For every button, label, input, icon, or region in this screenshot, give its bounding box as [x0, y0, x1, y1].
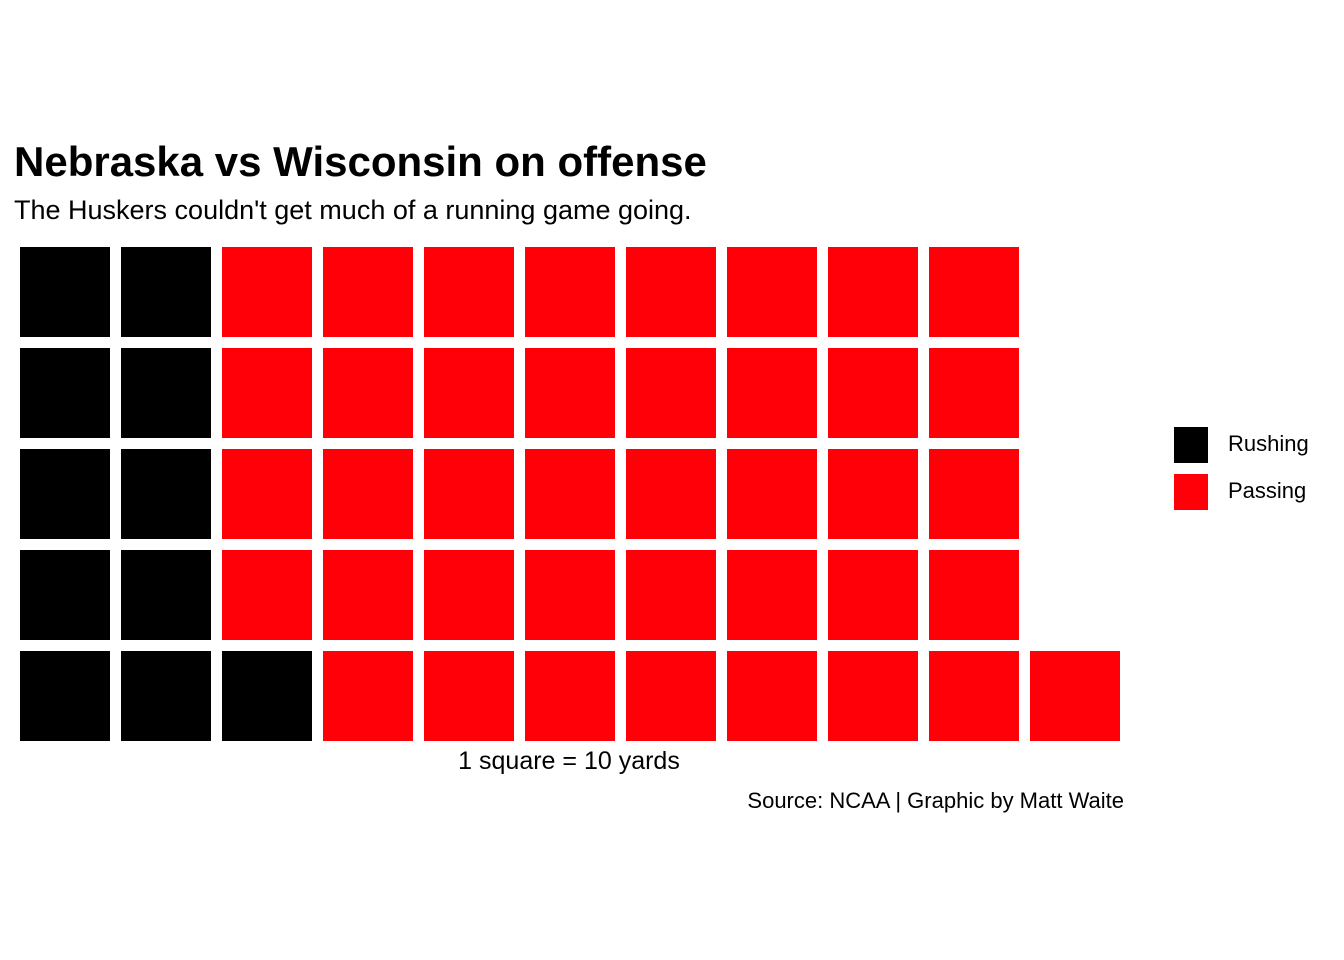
- waffle-square-rushing: [121, 651, 211, 741]
- waffle-square-passing: [828, 348, 918, 438]
- waffle-square-passing: [222, 247, 312, 337]
- legend-label-passing: Passing: [1228, 478, 1307, 503]
- waffle-square-passing: [323, 449, 413, 539]
- waffle-square-passing: [626, 348, 716, 438]
- waffle-square-passing: [525, 348, 615, 438]
- waffle-square-passing: [929, 550, 1019, 640]
- waffle-square-passing: [525, 651, 615, 741]
- waffle-square-passing: [424, 651, 514, 741]
- chart-title: Nebraska vs Wisconsin on offense: [14, 138, 707, 185]
- waffle-square-passing: [323, 651, 413, 741]
- waffle-square-passing: [929, 348, 1019, 438]
- waffle-square-passing: [727, 449, 817, 539]
- waffle-square-passing: [525, 550, 615, 640]
- waffle-square-rushing: [121, 247, 211, 337]
- x-axis-label: 1 square = 10 yards: [458, 747, 680, 775]
- waffle-square-passing: [626, 449, 716, 539]
- legend-key-rushing: [1174, 427, 1208, 463]
- waffle-square-rushing: [20, 348, 110, 438]
- waffle-square-passing: [828, 550, 918, 640]
- legend-label-rushing: Rushing: [1228, 431, 1309, 456]
- waffle-square-passing: [929, 247, 1019, 337]
- chart-subtitle: The Huskers couldn't get much of a runni…: [14, 195, 692, 225]
- waffle-square-rushing: [20, 651, 110, 741]
- waffle-square-passing: [828, 247, 918, 337]
- waffle-square-passing: [222, 449, 312, 539]
- waffle-square-passing: [424, 449, 514, 539]
- waffle-square-rushing: [121, 348, 211, 438]
- waffle-square-passing: [727, 247, 817, 337]
- waffle-square-passing: [626, 651, 716, 741]
- waffle-square-rushing: [20, 550, 110, 640]
- waffle-square-passing: [323, 550, 413, 640]
- waffle-square-passing: [424, 550, 514, 640]
- waffle-square-rushing: [121, 449, 211, 539]
- legend-key-passing: [1174, 474, 1208, 510]
- waffle-square-passing: [727, 651, 817, 741]
- waffle-square-passing: [828, 449, 918, 539]
- waffle-square-rushing: [20, 247, 110, 337]
- waffle-square-passing: [222, 550, 312, 640]
- waffle-square-passing: [929, 449, 1019, 539]
- waffle-square-passing: [626, 247, 716, 337]
- waffle-square-passing: [626, 550, 716, 640]
- waffle-square-passing: [323, 348, 413, 438]
- waffle-square-passing: [323, 247, 413, 337]
- waffle-square-passing: [222, 348, 312, 438]
- waffle-square-passing: [424, 247, 514, 337]
- waffle-square-rushing: [121, 550, 211, 640]
- waffle-square-passing: [1030, 651, 1120, 741]
- waffle-square-passing: [525, 449, 615, 539]
- waffle-square-passing: [727, 348, 817, 438]
- waffle-square-passing: [929, 651, 1019, 741]
- waffle-square-passing: [828, 651, 918, 741]
- waffle-square-passing: [525, 247, 615, 337]
- waffle-square-rushing: [222, 651, 312, 741]
- waffle-square-passing: [727, 550, 817, 640]
- waffle-square-rushing: [20, 449, 110, 539]
- source-caption: Source: NCAA | Graphic by Matt Waite: [747, 788, 1124, 813]
- waffle-square-passing: [424, 348, 514, 438]
